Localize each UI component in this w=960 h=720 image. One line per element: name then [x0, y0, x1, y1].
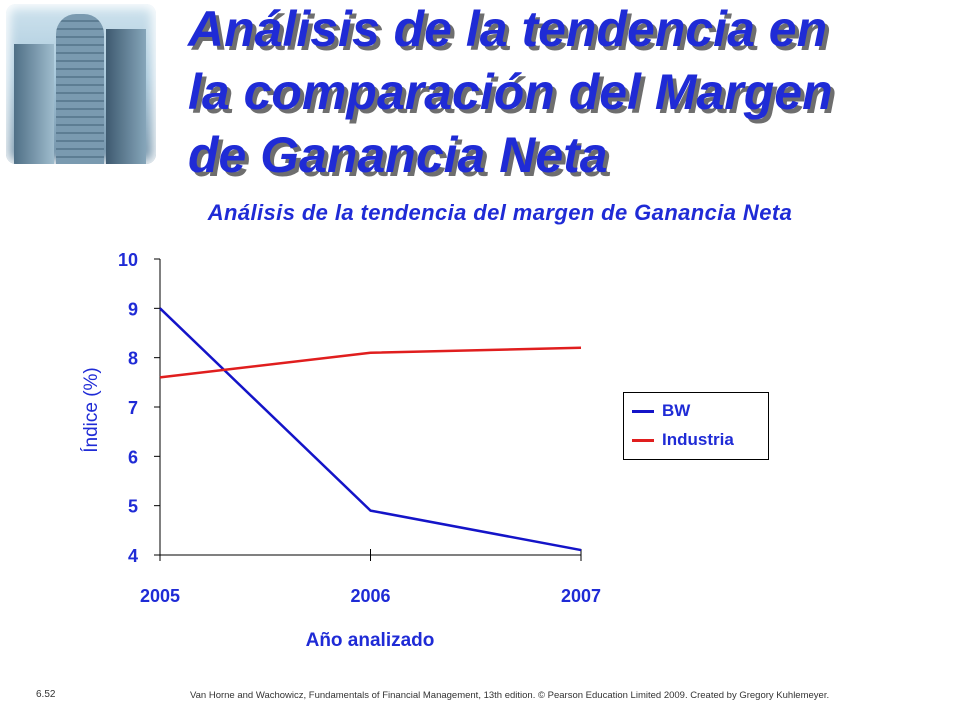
y-tick-label: 4 — [128, 546, 138, 566]
chart-title: Análisis de la tendencia del margen de G… — [207, 200, 793, 225]
y-axis-label: Índice (%) — [81, 367, 102, 453]
y-tick-label: 9 — [128, 299, 138, 319]
legend-item-industria: Industria — [632, 429, 734, 451]
x-tick-label: 2006 — [350, 586, 390, 606]
series-line-industria — [159, 346, 582, 379]
legend-swatch-industria — [632, 438, 654, 442]
y-tick-label: 8 — [128, 349, 138, 369]
legend-item-bw: BW — [632, 400, 690, 422]
y-tick-label: 6 — [128, 447, 138, 467]
x-axis-label: Año analizado — [306, 630, 435, 651]
series-line-bw — [159, 307, 582, 552]
building-photo — [6, 4, 156, 164]
chart-ticks: 4 5 6 7 8 9 10 2005 2006 2007 — [118, 250, 601, 606]
y-tick-label: 10 — [118, 250, 138, 270]
footer-credit: Van Horne and Wachowicz, Fundamentals of… — [190, 690, 830, 701]
x-tick-label: 2007 — [561, 586, 601, 606]
page-number: 6.52 — [36, 689, 56, 700]
chart-legend: BW Industria — [623, 392, 769, 460]
legend-label: BW — [662, 401, 691, 420]
y-tick-label: 5 — [128, 497, 138, 517]
y-tick-label: 7 — [128, 398, 138, 418]
slide-title: Análisis de la tendencia en la comparaci… — [188, 1, 833, 183]
legend-swatch-bw — [632, 409, 654, 413]
legend-label: Industria — [662, 430, 734, 449]
chart-series — [159, 307, 582, 552]
x-tick-label: 2005 — [140, 586, 180, 606]
